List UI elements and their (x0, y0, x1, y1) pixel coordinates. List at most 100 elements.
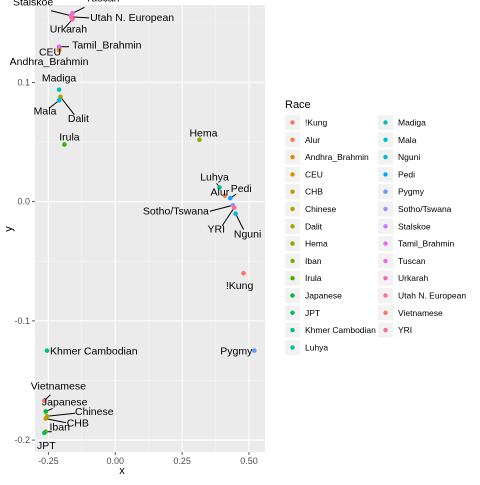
legend-swatch-yri (383, 327, 388, 333)
leader-nguni (235, 213, 245, 230)
label-chb: CHB (67, 418, 89, 430)
label-jpt: JPT (37, 440, 56, 452)
legend-label-stalskoe: Stalskoe (398, 221, 431, 231)
legend-label-jpt: JPT (305, 308, 320, 318)
legend-swatch-madiga (383, 120, 388, 125)
label-pygmy: Pygmy (220, 346, 253, 358)
label-stalskoe: Stalskoe (13, 0, 53, 9)
point-tuscan (70, 11, 75, 16)
axis-ticks: -0.25 0.00 0.25 0.50 -0.2 -0.1 0.0 0.1 (14, 77, 257, 466)
legend-label-mala: Mala (398, 135, 417, 145)
x-tick-label: 0.25 (173, 456, 191, 466)
legend-label-andhra-brahmin: Andhra_Brahmin (305, 152, 369, 162)
label-urkarah: Urkarah (50, 23, 88, 35)
legend-label-utah-n-european: Utah N. European (398, 291, 466, 301)
legend-swatch-iban (290, 258, 295, 264)
label-chinese: Chinese (75, 406, 114, 418)
y-tick-label: -0.1 (14, 316, 30, 326)
point-khmer-cambodian (44, 348, 50, 353)
label-ceu: CEU (39, 46, 61, 58)
legend-swatch-kung (290, 120, 295, 125)
label-yri: YRI (207, 224, 225, 236)
legend-label-iban: Iban (305, 256, 322, 266)
legend-label-yri: YRI (398, 325, 412, 335)
legend-label-irula: Irula (305, 273, 322, 283)
legend-label-sotho-tswana: Sotho/Tswana (398, 204, 452, 214)
label-luhya: Luhya (200, 171, 229, 183)
legend-label-vietnamese: Vietnamese (398, 308, 443, 318)
point-luhya (217, 185, 222, 190)
legend-label-urkarah: Urkarah (398, 273, 429, 283)
label-madiga: Madiga (42, 73, 77, 85)
legend-label-chb: CHB (305, 187, 323, 197)
point-kung (241, 270, 246, 276)
legend-swatch-ceu (290, 172, 295, 177)
x-tick-label: 0.00 (106, 456, 124, 466)
label-khmer-cambodian: Khmer Cambodian (50, 346, 138, 358)
point-nguni (233, 211, 238, 216)
legend-swatch-japanese (290, 293, 295, 298)
legend-swatch-chb (290, 189, 295, 194)
leader-chinese (46, 412, 76, 417)
leader-chb (45, 418, 66, 424)
legend-label-dalit: Dalit (305, 221, 323, 231)
label-andhra-brahmin: Andhra_Brahmin (10, 56, 89, 68)
legend-label-pygmy: Pygmy (398, 187, 425, 197)
legend-label-tuscan: Tuscan (398, 256, 426, 266)
legend-label-luhya: Luhya (305, 342, 328, 352)
x-axis-title: x (119, 465, 125, 477)
point-yri (231, 205, 237, 210)
point-japanese (43, 409, 48, 414)
legend-label-tamil-brahmin: Tamil_Brahmin (398, 239, 454, 249)
x-tick-label: 0.50 (240, 456, 258, 466)
point-dalit (58, 94, 63, 100)
data-points (42, 11, 257, 436)
label-iban: Iban (49, 422, 70, 434)
legend-swatch-hema (290, 241, 295, 246)
legend-swatch-tamil-brahmin (383, 241, 388, 246)
label-pedi: Pedi (231, 183, 252, 195)
label-japanese: Japanese (42, 396, 88, 408)
legend-swatch-jpt (290, 310, 295, 315)
point-utah-n-european (68, 14, 74, 20)
legend-swatch-utah-n-european (383, 293, 388, 298)
legend-swatch-urkarah (383, 276, 388, 281)
leader-dalit (60, 96, 75, 116)
legend-swatch-sotho-tswana (383, 206, 388, 212)
legend-label-alur: Alur (305, 135, 320, 145)
point-irula (62, 142, 67, 147)
plot-panel (35, 5, 265, 452)
legend-label-khmer-cambodian: Khmer Cambodian (305, 325, 376, 335)
point-chinese (44, 413, 50, 419)
label-mala: Mala (34, 105, 57, 117)
point-vietnamese (42, 398, 47, 404)
point-mala (56, 98, 62, 103)
legend-swatch-mala (383, 137, 388, 142)
legend-swatch-andhra-brahmin (290, 154, 295, 160)
legend-label-madiga: Madiga (398, 118, 426, 128)
legend-swatch-dalit (290, 224, 295, 229)
y-tick-label: 0.0 (17, 197, 30, 207)
label-alur: Alur (211, 187, 230, 199)
legend-swatch-luhya (290, 345, 295, 350)
label-irula: Irula (59, 131, 80, 143)
legend-swatch-chinese (290, 206, 295, 212)
y-axis-title: y (3, 226, 15, 232)
leader-yri (221, 207, 235, 226)
legend-swatch-alur (290, 137, 295, 142)
legend-swatch-stalskoe (383, 224, 388, 229)
point-madiga (56, 87, 62, 92)
grid-lines (35, 5, 265, 452)
label-utah-n-european: Utah N. European (90, 12, 174, 24)
legend-swatch-vietnamese (383, 310, 388, 315)
legend: !Kung Alur Andhra_Brahmin CEU CHB Chinese Dali… (285, 115, 466, 355)
legend-label-kung: !Kung (305, 118, 327, 128)
label-hema: Hema (189, 128, 217, 140)
label-tuscan: Tuscan (85, 0, 119, 4)
point-pedi (227, 195, 233, 201)
y-tick-label: 0.1 (17, 77, 30, 87)
legend-swatch-pedi (383, 172, 388, 177)
